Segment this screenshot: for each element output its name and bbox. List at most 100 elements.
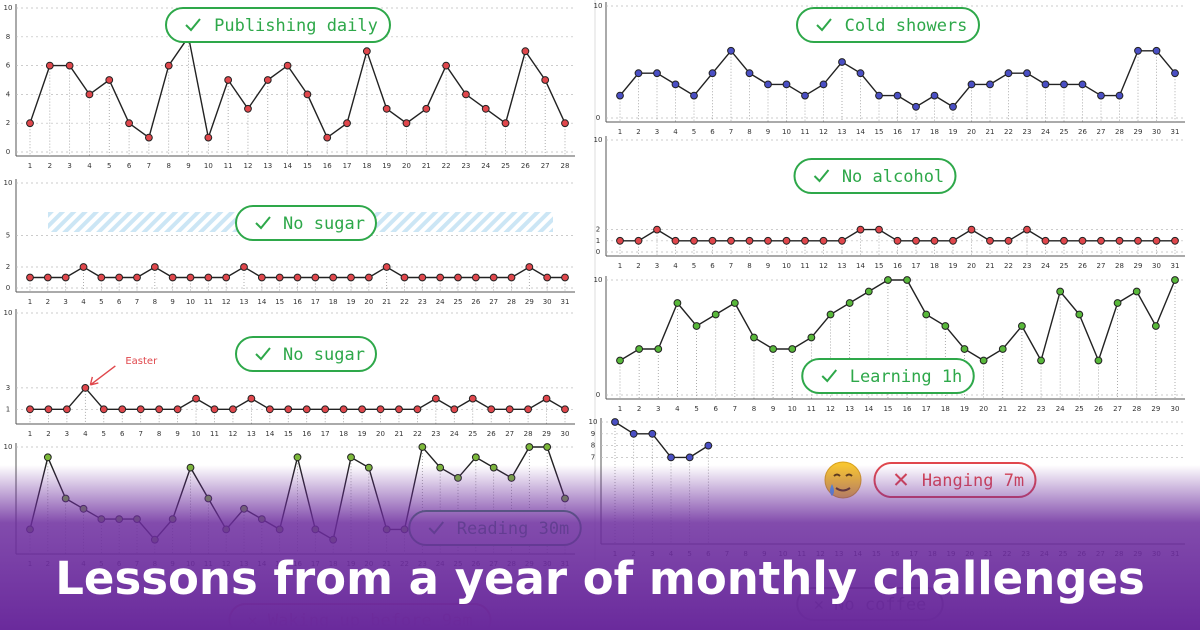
x-tick-label: 28 xyxy=(1115,262,1124,270)
x-tick-label: 2 xyxy=(48,162,52,170)
point xyxy=(561,405,569,414)
point xyxy=(1023,225,1031,234)
x-tick-label: 31 xyxy=(1171,262,1180,270)
x-tick-label: 28 xyxy=(561,162,570,170)
point xyxy=(240,263,248,271)
x-tick-label: 14 xyxy=(856,262,865,270)
point xyxy=(616,91,624,100)
x-tick-label: 23 xyxy=(1023,128,1032,136)
point xyxy=(524,405,533,414)
point xyxy=(1115,91,1124,100)
point xyxy=(673,299,682,307)
point xyxy=(376,405,385,414)
x-tick-label: 20 xyxy=(376,430,385,438)
point xyxy=(764,80,772,89)
point xyxy=(402,119,411,128)
x-tick-label: 24 xyxy=(436,298,445,306)
x-tick-label: 31 xyxy=(561,298,570,306)
point xyxy=(521,47,530,56)
point xyxy=(819,236,828,245)
point xyxy=(634,69,643,78)
x-tick-label: 1 xyxy=(618,262,622,270)
x-tick-label: 3 xyxy=(65,430,69,438)
point xyxy=(1004,236,1013,245)
x-tick-label: 7 xyxy=(729,128,733,136)
point xyxy=(79,263,88,271)
point xyxy=(358,405,366,414)
point xyxy=(192,394,200,403)
point xyxy=(150,263,159,271)
y-tick-label: 1 xyxy=(596,237,600,245)
x-tick-label: 17 xyxy=(922,405,931,413)
y-tick-label: 0 xyxy=(596,114,600,122)
point xyxy=(1017,322,1026,330)
x-tick-label: 10 xyxy=(782,262,791,270)
x-tick-label: 28 xyxy=(524,430,533,438)
x-tick-label: 12 xyxy=(244,162,253,170)
x-tick-label: 26 xyxy=(1078,128,1087,136)
point xyxy=(1060,236,1068,245)
point xyxy=(81,384,90,392)
point xyxy=(856,69,865,78)
x-tick-label: 11 xyxy=(801,262,810,270)
point xyxy=(303,90,312,99)
point xyxy=(750,333,758,342)
x-tick-label: 21 xyxy=(395,430,404,438)
point xyxy=(1041,236,1050,245)
point xyxy=(311,273,320,282)
x-tick-label: 24 xyxy=(1041,128,1050,136)
point xyxy=(442,61,451,70)
point xyxy=(671,80,680,89)
point xyxy=(136,405,145,414)
point xyxy=(321,405,330,414)
point xyxy=(1056,287,1065,296)
check-icon xyxy=(185,18,201,32)
point xyxy=(382,263,391,271)
x-tick-label: 20 xyxy=(402,162,411,170)
y-tick-label: 4 xyxy=(6,90,11,98)
point xyxy=(629,429,638,438)
point xyxy=(769,345,778,353)
x-tick-label: 29 xyxy=(542,430,551,438)
x-tick-label: 16 xyxy=(903,405,912,413)
point xyxy=(229,405,237,414)
point xyxy=(85,90,94,99)
badge xyxy=(793,158,957,194)
point xyxy=(302,405,311,414)
y-tick-label: 0 xyxy=(596,391,600,399)
y-tick-label: 2 xyxy=(596,226,600,234)
x-tick-label: 7 xyxy=(138,430,142,438)
point xyxy=(26,119,34,128)
x-tick-label: 18 xyxy=(362,162,371,170)
badge xyxy=(235,205,377,241)
x-tick-label: 9 xyxy=(175,430,179,438)
point xyxy=(422,104,431,113)
point xyxy=(283,61,292,70)
point xyxy=(1094,356,1103,365)
point xyxy=(542,394,551,403)
point xyxy=(501,119,510,128)
point xyxy=(788,345,797,353)
point xyxy=(43,453,52,462)
point xyxy=(204,133,213,142)
x-tick-label: 15 xyxy=(875,262,884,270)
point xyxy=(362,47,371,56)
point xyxy=(1152,46,1161,55)
badge-label: No sugar xyxy=(283,345,365,365)
point xyxy=(323,133,332,142)
x-tick-label: 27 xyxy=(1097,262,1106,270)
point xyxy=(224,76,233,84)
y-tick-label: 10 xyxy=(594,276,603,284)
x-tick-label: 16 xyxy=(323,162,332,170)
point xyxy=(692,322,701,330)
point xyxy=(1152,236,1161,245)
point xyxy=(648,429,657,438)
x-tick-label: 25 xyxy=(1060,262,1069,270)
x-tick-label: 18 xyxy=(930,128,939,136)
point xyxy=(616,236,624,245)
point xyxy=(912,102,920,111)
x-tick-label: 13 xyxy=(240,298,249,306)
x-tick-label: 9 xyxy=(766,262,770,270)
x-tick-label: 19 xyxy=(358,430,367,438)
check-icon xyxy=(813,169,830,183)
